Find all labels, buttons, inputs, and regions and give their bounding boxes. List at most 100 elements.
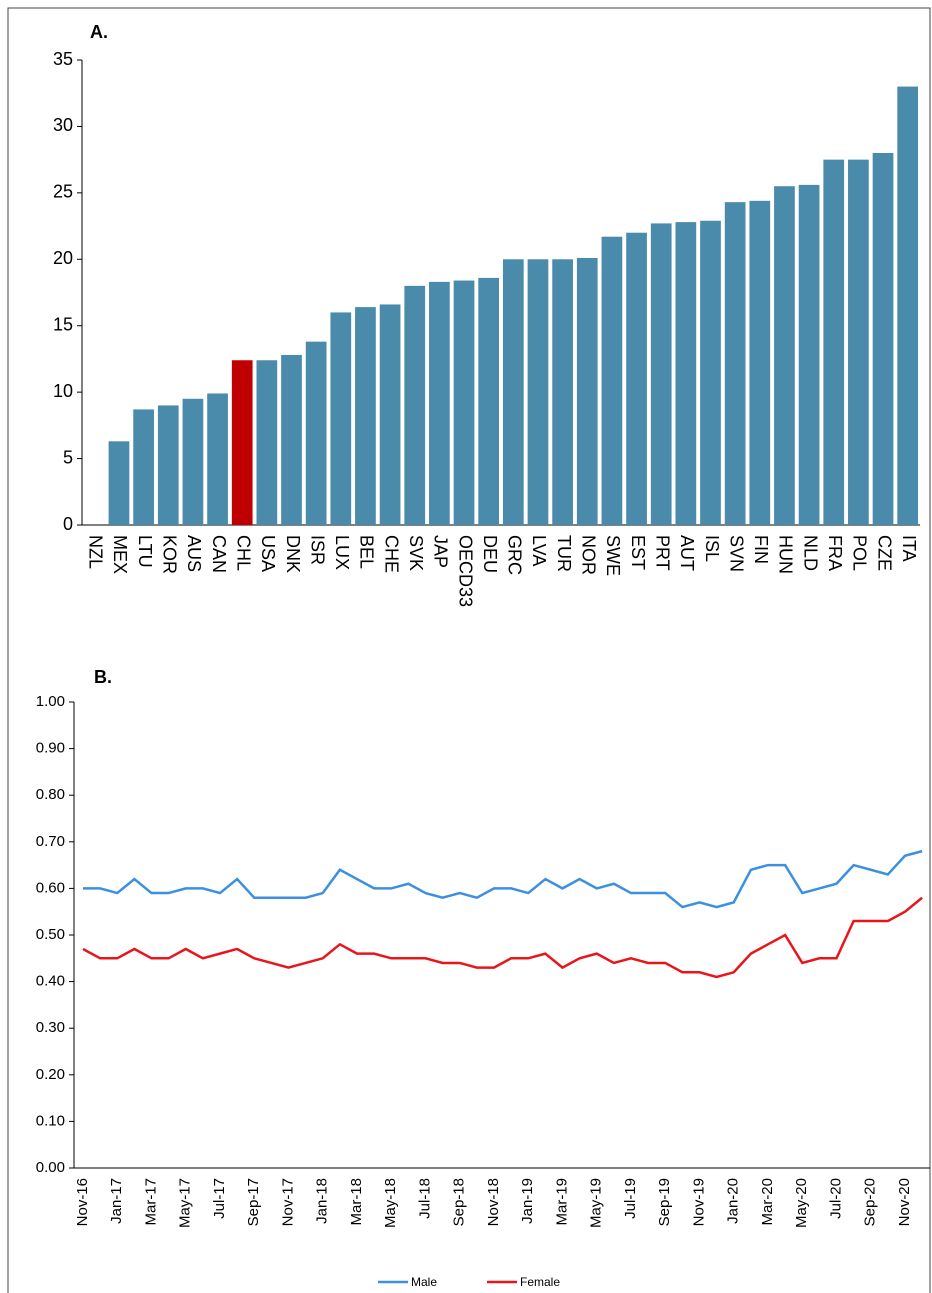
legend-label: Male — [411, 1275, 437, 1289]
x-tick-label: JAP — [431, 535, 451, 568]
x-tick-label: Mar-17 — [142, 1178, 159, 1226]
bar — [182, 398, 204, 525]
bar — [355, 307, 376, 525]
x-tick-label: Jan-18 — [314, 1178, 331, 1224]
x-tick-label: NZL — [86, 535, 106, 569]
y-tick-label: 15 — [53, 314, 73, 334]
bar — [207, 393, 228, 525]
y-tick-label: 0.50 — [36, 926, 65, 943]
bar — [749, 200, 771, 526]
x-tick-label: ISR — [307, 535, 327, 565]
y-tick-label: 0.00 — [36, 1159, 65, 1176]
bar — [774, 186, 795, 525]
x-tick-label: DEU — [480, 535, 500, 573]
bar — [429, 281, 450, 525]
bar — [576, 257, 598, 525]
y-tick-label: 0.60 — [36, 879, 65, 896]
x-tick-label: EST — [628, 535, 648, 570]
x-tick-label: Sep-17 — [245, 1178, 262, 1226]
x-tick-label: CHL — [233, 535, 253, 571]
x-tick-label: AUS — [184, 535, 204, 572]
y-tick-label: 0.10 — [36, 1112, 65, 1129]
legend-label: Female — [520, 1275, 560, 1289]
x-tick-label: Mar-18 — [348, 1178, 365, 1226]
x-tick-label: PRT — [652, 535, 672, 571]
x-tick-label: TUR — [554, 535, 574, 572]
y-tick-label: 10 — [53, 381, 73, 401]
x-tick-label: GRC — [505, 535, 525, 575]
bar — [798, 184, 820, 525]
x-tick-label: FIN — [751, 535, 771, 564]
y-tick-label: 0 — [63, 514, 73, 534]
y-tick-label: 30 — [53, 115, 73, 135]
x-tick-label: Jul-19 — [622, 1178, 639, 1219]
x-tick-label: Jul-20 — [827, 1178, 844, 1219]
bar — [305, 341, 327, 525]
bar — [478, 277, 500, 525]
y-tick-label: 0.80 — [36, 786, 65, 803]
bar — [626, 232, 647, 525]
bar — [379, 304, 401, 525]
bar — [133, 409, 154, 525]
bar — [330, 312, 352, 525]
bar — [823, 159, 845, 525]
x-tick-label: NLD — [800, 535, 820, 571]
x-tick-label: Sep-20 — [862, 1178, 879, 1226]
x-tick-label: Mar-19 — [553, 1178, 570, 1226]
bar — [724, 202, 746, 525]
x-tick-label: LUX — [332, 535, 352, 570]
x-tick-label: Jan-19 — [519, 1178, 536, 1224]
bar — [700, 220, 721, 525]
y-tick-label: 5 — [63, 447, 73, 467]
line-series — [83, 849, 923, 909]
bar — [404, 285, 426, 525]
y-tick-label: 0.30 — [36, 1019, 65, 1036]
y-tick-label: 0.70 — [36, 833, 65, 850]
x-tick-label: SVK — [406, 535, 426, 571]
bar — [650, 223, 672, 525]
bar — [897, 86, 919, 526]
bar — [552, 259, 573, 525]
bar — [502, 259, 524, 525]
frame — [7, 7, 931, 1293]
x-tick-label: Nov-20 — [896, 1178, 913, 1226]
y-tick-label: 0.20 — [36, 1066, 65, 1083]
x-tick-label: Jan-20 — [725, 1178, 742, 1224]
x-tick-label: USA — [258, 535, 278, 572]
bar — [108, 441, 130, 525]
x-tick-label: FRA — [825, 535, 845, 571]
y-tick-label: 20 — [53, 248, 73, 268]
x-tick-label: May-17 — [177, 1178, 194, 1228]
bar — [527, 259, 549, 525]
y-tick-label: 0.40 — [36, 973, 65, 990]
bar — [848, 159, 869, 525]
chart-title: A. — [90, 22, 108, 42]
y-tick-label: 25 — [53, 182, 73, 202]
bar — [157, 405, 179, 525]
y-tick-label: 1.00 — [36, 693, 65, 710]
x-tick-label: Jan-17 — [108, 1178, 125, 1224]
x-tick-label: AUT — [677, 535, 697, 571]
x-tick-label: Nov-17 — [279, 1178, 296, 1226]
x-tick-label: SVN — [726, 535, 746, 572]
y-tick-label: 0.90 — [36, 740, 65, 757]
x-tick-label: KOR — [160, 535, 180, 574]
x-tick-label: NOR — [579, 535, 599, 575]
chart-title: B. — [94, 667, 112, 687]
x-tick-label: Mar-20 — [759, 1178, 776, 1226]
bar — [675, 222, 697, 526]
x-tick-label: ISL — [702, 535, 722, 562]
x-tick-label: MEX — [110, 535, 130, 574]
x-tick-label: POL — [850, 535, 870, 571]
x-tick-label: CAN — [209, 535, 229, 573]
x-tick-label: Nov-19 — [690, 1178, 707, 1226]
x-tick-label: Sep-19 — [656, 1178, 673, 1226]
bar — [231, 360, 253, 525]
x-tick-label: Jul-18 — [416, 1178, 433, 1219]
x-tick-label: May-20 — [793, 1178, 810, 1228]
x-tick-label: OECD33 — [455, 535, 475, 607]
x-tick-label: CHE — [381, 535, 401, 573]
x-tick-label: ITA — [899, 535, 919, 562]
x-tick-label: Nov-16 — [74, 1178, 91, 1226]
